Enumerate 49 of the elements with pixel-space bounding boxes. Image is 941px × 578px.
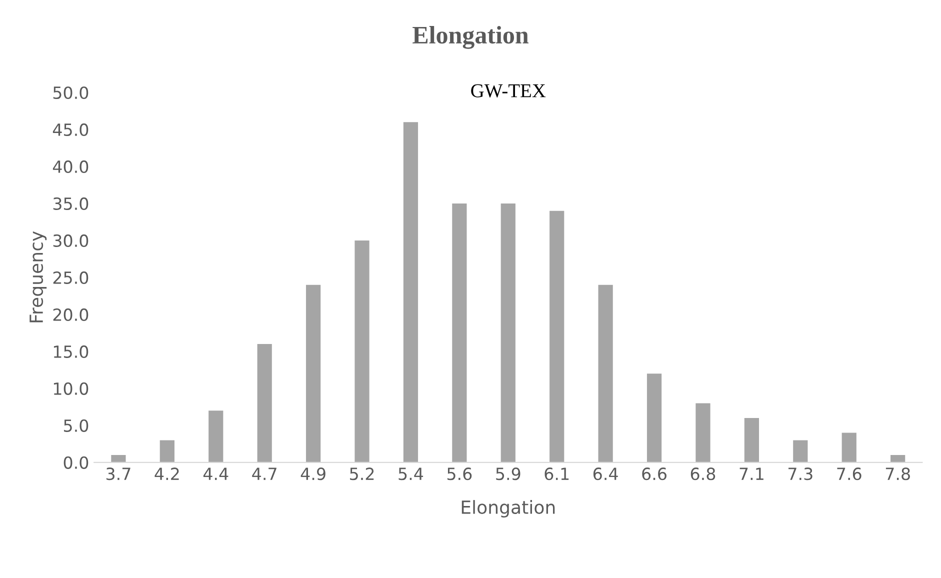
x-tick-label: 4.9 [300,468,326,480]
bar [208,410,224,462]
x-tick-label: 6.8 [690,468,716,480]
chart-subtitle: GW-TEX [471,84,546,98]
y-tick-label: 10.0 [54,382,88,395]
bar [354,240,370,462]
x-tick-label: 4.7 [252,468,276,480]
x-tick-label: 6.6 [642,468,666,480]
bar [403,122,418,462]
x-tick-label: 4.4 [203,468,228,480]
x-tick-label: 7.8 [886,468,910,480]
y-tick-label: 40.0 [52,160,88,174]
y-tick-label: 5.0 [64,419,88,432]
y-tick-label: 45.0 [52,123,88,136]
bar [500,203,516,462]
bar [598,284,613,462]
x-tick-label: 4.2 [154,468,179,480]
x-tick-label: 6.4 [593,468,618,480]
y-tick-label: 50.0 [53,86,88,100]
x-tick-label: 5.4 [398,468,424,480]
bar [550,210,564,462]
x-tick-label: 7.6 [837,468,862,480]
bar [111,455,126,462]
x-tick-label: 6.1 [544,468,569,480]
y-tick-label: 35.0 [53,197,88,210]
bar [646,374,662,462]
x-tick-label: 5.6 [447,468,472,480]
bar [257,344,272,462]
y-axis-title: Frequency [30,231,47,322]
y-tick-label: 20.0 [53,308,88,321]
bar [890,455,906,462]
x-tick-label: 7.1 [740,468,764,480]
bar [842,432,856,462]
x-tick-label: 5.2 [350,468,374,480]
chart-title: Elongation [412,26,528,49]
bar [160,440,174,462]
bar [306,284,321,462]
bar [744,418,759,462]
bar [793,440,808,462]
x-axis-title: Elongation [462,500,555,518]
x-tick-label: 5.9 [496,468,520,480]
y-tick-label: 30.0 [53,234,88,248]
y-tick-label: 15.0 [54,345,88,358]
x-tick-label: 3.7 [106,468,130,480]
bar [696,403,710,462]
x-tick-label: 7.3 [788,468,812,480]
bar [452,203,467,462]
y-tick-label: 25.0 [53,271,88,284]
y-tick-label: 0.0 [64,456,88,469]
